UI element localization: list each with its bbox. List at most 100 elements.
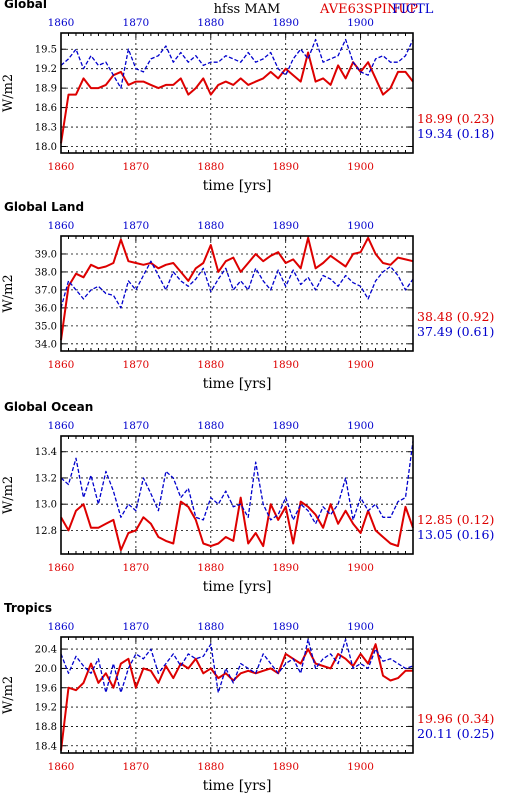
x-tick-label-top: 1890 <box>272 220 299 232</box>
series-stat-label: 20.11 (0.25) <box>417 726 494 741</box>
panel-1: Global Land 38.48 (0.92)37.49 (0.61) 34.0 3… <box>1 200 494 392</box>
plot-frame <box>60 636 414 754</box>
x-axis-label: time [yrs] <box>203 579 272 595</box>
y-tick-label: 19.6 <box>35 683 57 694</box>
series-stat-label: 19.34 (0.18) <box>417 126 494 141</box>
y-tick-label: 35.0 <box>35 321 57 332</box>
plot-frame <box>60 32 414 154</box>
x-tick-label-top: 1880 <box>197 420 224 432</box>
y-tick-label: 18.6 <box>35 103 57 114</box>
x-tick-label-top: 1860 <box>48 420 75 432</box>
x-tick-label-top: 1860 <box>48 621 75 633</box>
x-tick-label-top: 1890 <box>272 420 299 432</box>
y-tick-label: 19.5 <box>35 45 57 56</box>
y-axis-label: W/m2 <box>1 476 16 514</box>
x-tick-label: 1890 <box>272 359 299 371</box>
x-tick-label-top: 1880 <box>197 621 224 633</box>
y-axis-label: W/m2 <box>1 74 16 112</box>
x-tick-label-top: 1880 <box>197 220 224 232</box>
y-tick-label: 20.0 <box>35 664 57 675</box>
y-tick-label: 18.3 <box>35 123 57 134</box>
panel-title: Tropics <box>4 601 52 615</box>
x-tick-label: 1870 <box>123 359 150 371</box>
x-tick-label: 1890 <box>272 161 299 173</box>
x-tick-label-top: 1900 <box>347 621 374 633</box>
x-axis-label: time [yrs] <box>203 178 272 194</box>
x-tick-label-top: 1900 <box>347 420 374 432</box>
x-tick-label-top: 1860 <box>48 17 75 29</box>
y-tick-label: 12.8 <box>35 526 57 537</box>
y-axis-label: W/m2 <box>1 274 16 312</box>
series-stat-label: 12.85 (0.12) <box>417 512 494 527</box>
series-line-fictl <box>60 38 414 89</box>
y-tick-label: 18.9 <box>35 84 57 95</box>
panel-3: Tropics 19.96 (0.34)20.11 (0.25) 18.4 18.8 1… <box>1 601 494 794</box>
header-red-label: AVE63SPINUP <box>319 2 418 17</box>
x-tick-label-top: 1890 <box>272 17 299 29</box>
x-tick-label: 1900 <box>347 562 374 574</box>
x-tick-label-top: 1880 <box>197 17 224 29</box>
x-tick-label: 1890 <box>272 562 299 574</box>
panel-title: Global Ocean <box>4 400 93 414</box>
series-stat-label: 37.49 (0.61) <box>417 324 494 339</box>
series-line-fictl <box>60 260 414 309</box>
x-tick-label: 1880 <box>197 562 224 574</box>
y-tick-label: 34.0 <box>35 339 57 350</box>
y-tick-label: 37.0 <box>35 285 57 296</box>
x-tick-label: 1870 <box>123 161 150 173</box>
series-line-ave63spinup <box>60 236 414 341</box>
x-tick-label-top: 1870 <box>123 17 150 29</box>
x-tick-label: 1880 <box>197 359 224 371</box>
y-tick-label: 19.2 <box>35 703 57 714</box>
x-tick-label: 1870 <box>123 761 150 773</box>
series-stat-label: 18.99 (0.23) <box>417 111 494 126</box>
panel-2: Global Ocean 12.85 (0.12)13.05 (0.16) 12.8… <box>1 400 494 595</box>
series-stat-label: 19.96 (0.34) <box>417 711 494 726</box>
y-axis-label: W/m2 <box>1 676 16 714</box>
series-line-fictl <box>60 441 414 525</box>
x-tick-label: 1860 <box>48 761 75 773</box>
panel-title: Global <box>4 0 47 11</box>
series-stat-label: 13.05 (0.16) <box>417 527 494 542</box>
panel-title: Global Land <box>4 200 84 214</box>
y-tick-label: 38.0 <box>35 267 57 278</box>
header-center-title: hfss MAM <box>214 2 281 17</box>
x-tick-label-top: 1900 <box>347 220 374 232</box>
header-blue-label: FICTL <box>392 2 434 17</box>
y-tick-label: 18.8 <box>35 722 57 733</box>
series-stat-label: 38.48 (0.92) <box>417 309 494 324</box>
x-tick-label: 1880 <box>197 761 224 773</box>
y-tick-label: 39.0 <box>35 249 57 260</box>
x-tick-label: 1880 <box>197 161 224 173</box>
series-line-ave63spinup <box>60 643 413 751</box>
plot-frame <box>60 435 414 555</box>
y-tick-label: 36.0 <box>35 303 57 314</box>
y-tick-label: 20.4 <box>35 645 57 656</box>
x-tick-label: 1900 <box>347 359 374 371</box>
x-axis-label: time [yrs] <box>203 376 272 392</box>
y-tick-label: 18.0 <box>35 142 57 153</box>
series-line-fictl <box>60 638 414 694</box>
y-tick-label: 13.4 <box>35 447 57 458</box>
panel-0: Global 18.99 (0.23)19.34 (0.18) 18.0 18.3 18… <box>1 0 494 194</box>
plot-frame <box>60 235 414 352</box>
x-tick-label: 1860 <box>48 562 75 574</box>
x-tick-label: 1900 <box>347 161 374 173</box>
x-tick-label-top: 1890 <box>272 621 299 633</box>
x-tick-label: 1860 <box>48 161 75 173</box>
x-tick-label-top: 1870 <box>123 420 150 432</box>
y-tick-label: 19.2 <box>35 64 57 75</box>
x-axis-label: time [yrs] <box>203 778 272 794</box>
y-tick-label: 13.0 <box>35 500 57 511</box>
x-tick-label-top: 1860 <box>48 220 75 232</box>
series-line-ave63spinup <box>60 496 414 552</box>
y-tick-label: 18.4 <box>35 741 57 752</box>
x-tick-label: 1890 <box>272 761 299 773</box>
y-tick-label: 13.2 <box>35 473 57 484</box>
x-tick-label-top: 1870 <box>123 621 150 633</box>
x-tick-label-top: 1870 <box>123 220 150 232</box>
x-tick-label: 1900 <box>347 761 374 773</box>
x-tick-label: 1860 <box>48 359 75 371</box>
x-tick-label: 1870 <box>123 562 150 574</box>
